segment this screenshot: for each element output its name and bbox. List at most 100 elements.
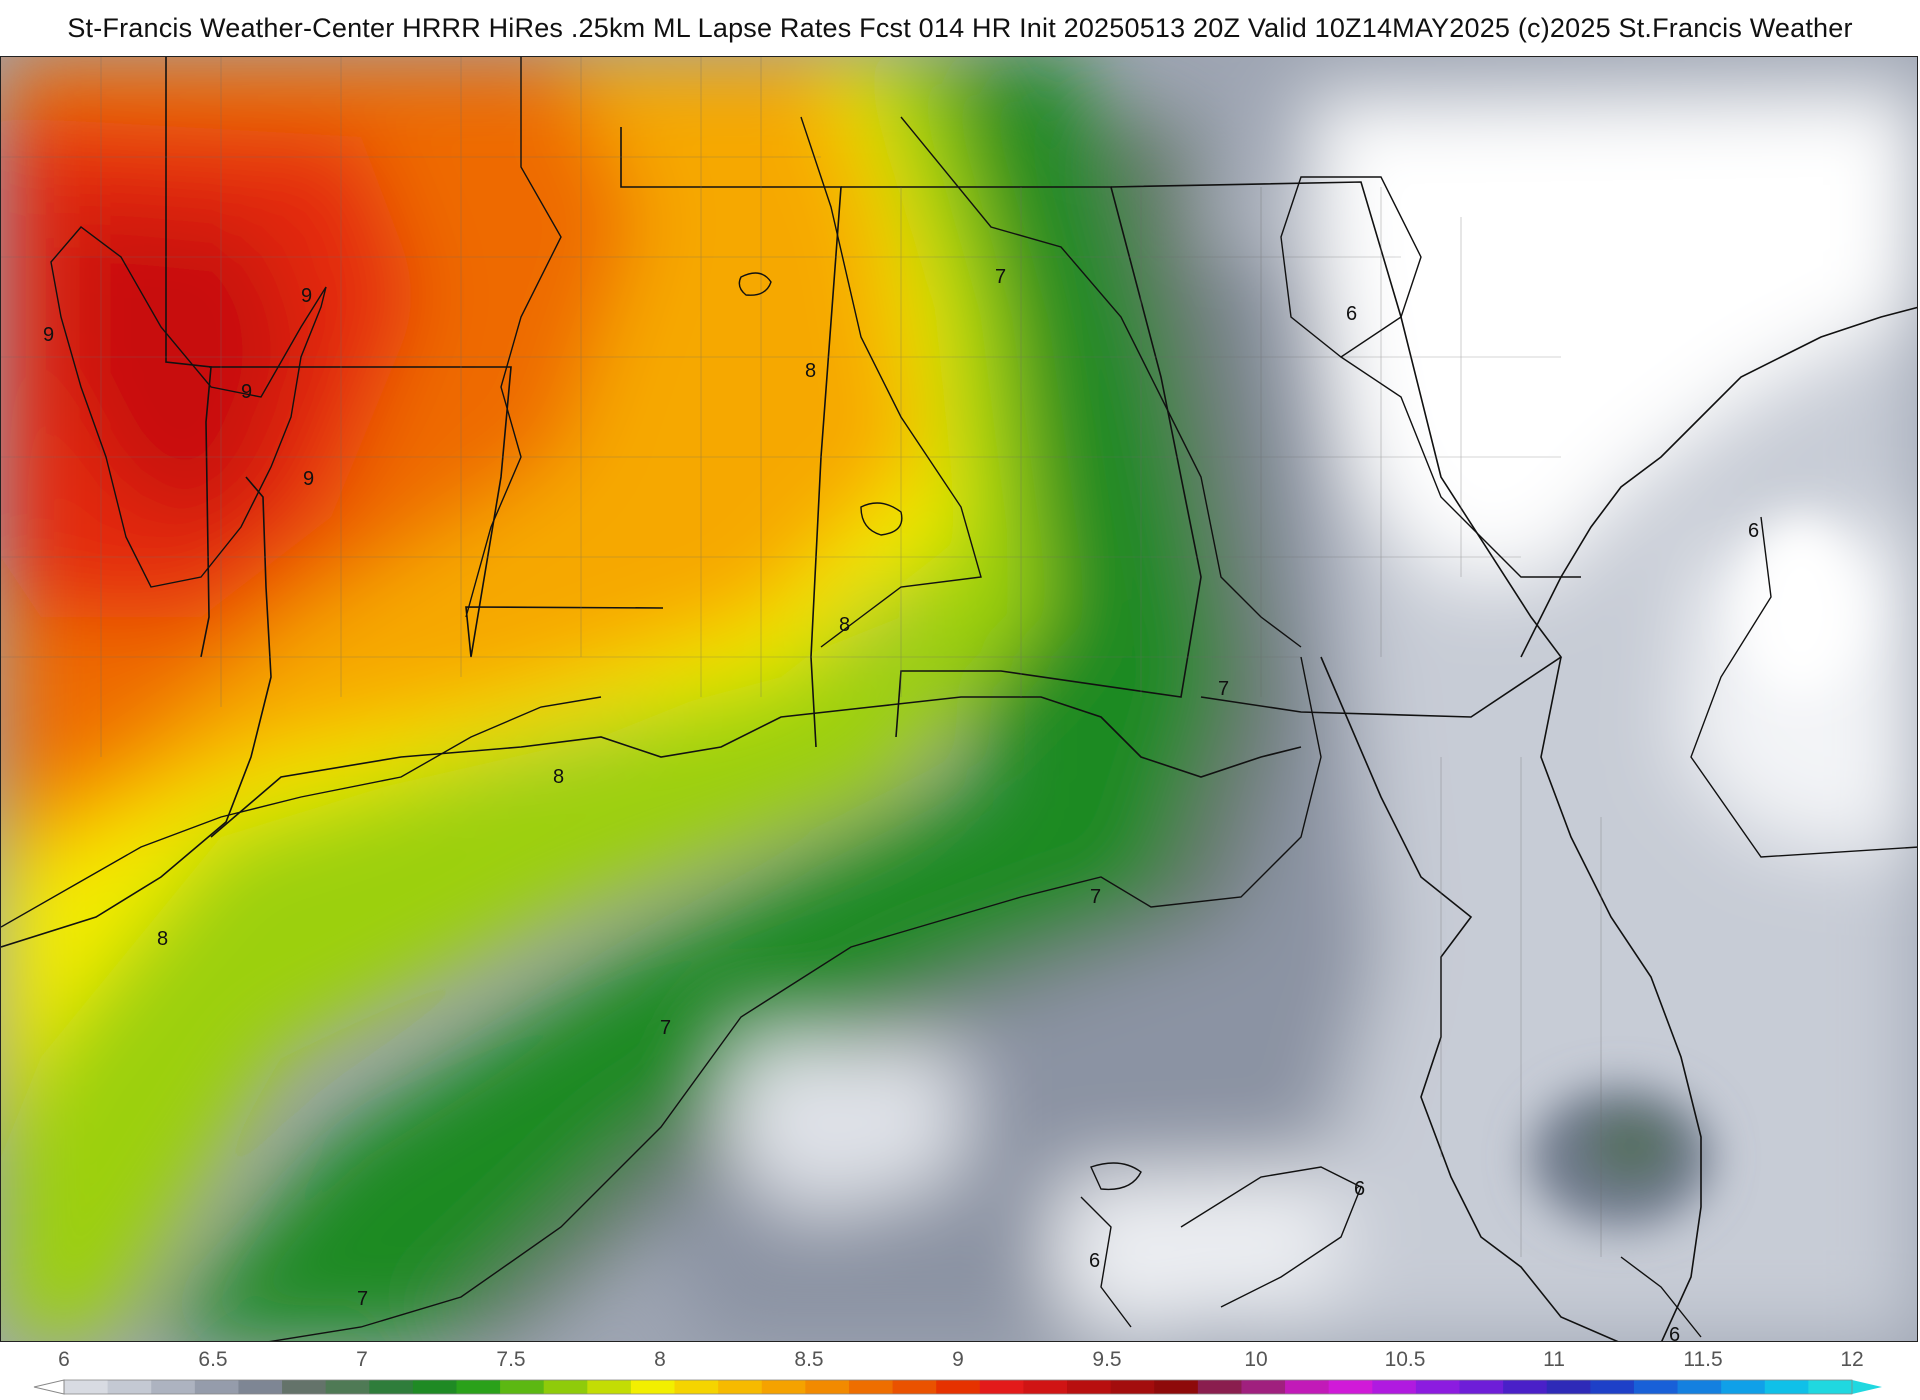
colorbar-swatch [1590, 1380, 1635, 1394]
colorbar-tick: 11 [1543, 1348, 1565, 1371]
colorbar-tick: 7.5 [496, 1348, 526, 1371]
colorbar-tick: 10.5 [1384, 1348, 1426, 1371]
colorbar-swatch [1285, 1380, 1330, 1394]
colorbar-tick: 6 [58, 1348, 70, 1371]
contour-8-north [465, 57, 562, 618]
colorbar-swatch [1110, 1380, 1155, 1394]
contour-6-atlantic [1690, 516, 1917, 858]
map-title: St-Francis Weather-Center HRRR HiRes .25… [67, 12, 1853, 43]
contour-8-central [800, 116, 982, 648]
colorbar-swatch [979, 1380, 1025, 1394]
colorbar-swatch [456, 1380, 501, 1394]
field-light-gulf [721, 1037, 961, 1217]
colorbar-swatch [1677, 1380, 1722, 1394]
colorbar-tick: 10 [1244, 1348, 1268, 1371]
colorbar-tick: 9 [952, 1348, 964, 1371]
contour-6-south-tip [1620, 1256, 1702, 1338]
colorbar-tick: 8 [654, 1348, 666, 1371]
colorbar-swatch [630, 1380, 676, 1394]
colorbar [33, 1379, 1882, 1395]
contour-label: 9 [43, 324, 54, 346]
alabama-border [841, 186, 1202, 738]
colorbar-swatch [1241, 1380, 1286, 1394]
contour-6-georgia [1280, 176, 1422, 358]
contour-8-south [1, 696, 602, 928]
atlantic-coast [1520, 306, 1917, 658]
colorbar-frame [63, 1379, 1853, 1395]
colorbar-swatch [64, 1380, 109, 1394]
state-borders [1, 57, 1917, 1341]
contour-label: 6 [1346, 303, 1357, 325]
colorbar-swatch [325, 1380, 370, 1394]
contour-lines [1, 57, 1917, 1341]
colorbar-swatch [1808, 1380, 1853, 1394]
colorbar-swatch [1328, 1380, 1373, 1394]
contour-7-gulf [269, 656, 1322, 1341]
contour-small-ms [738, 272, 772, 296]
colorbar-tick: 11.5 [1683, 1348, 1723, 1371]
colorbar-right-arrow [1852, 1380, 1882, 1394]
contour-label: 6 [1089, 1250, 1100, 1272]
colorbar-swatch [543, 1380, 588, 1394]
colorbar-tick: 6.5 [198, 1348, 228, 1371]
contour-label: 7 [1090, 886, 1101, 908]
colorbar-swatch [282, 1380, 327, 1394]
colorbar-swatch [500, 1380, 545, 1394]
oklahoma-arkansas-border [165, 57, 212, 658]
colorbar-swatch [151, 1380, 196, 1394]
contour-label: 7 [995, 266, 1006, 288]
colorbar-swatch [805, 1380, 850, 1394]
colorbar-swatch [1503, 1380, 1548, 1394]
map-frame: 9 9 9 9 8 8 8 8 7 7 7 7 7 6 6 6 6 6 [0, 56, 1918, 1342]
gulf-coast [210, 696, 1302, 838]
contour-6-gulf-east [1180, 1166, 1362, 1308]
mississippi-border [620, 127, 842, 748]
contour-label: 9 [241, 381, 252, 403]
colorbar-swatch [1197, 1380, 1243, 1394]
colorbar-swatch [1023, 1380, 1068, 1394]
contour-small-gulf [1090, 1162, 1142, 1191]
contour-label: 9 [303, 468, 314, 490]
contour-9-west [50, 226, 327, 588]
florida-coast [1320, 656, 1702, 1341]
colorbar-tick: 7 [356, 1348, 368, 1371]
contour-label: 8 [805, 360, 816, 382]
header: St-Francis Weather-Center HRRR HiRes .25… [0, 0, 1920, 56]
contour-label: 6 [1669, 1324, 1680, 1342]
colorbar-swatch [587, 1380, 632, 1394]
field-dark-red [61, 207, 301, 527]
contour-label: 7 [1218, 678, 1229, 700]
colorbar-swatch [1764, 1380, 1809, 1394]
contour-6-carolina [1340, 356, 1581, 578]
colorbar-swatch [1459, 1380, 1504, 1394]
county-grid [1, 57, 1602, 1257]
lapse-rate-map: 9 9 9 9 8 8 8 8 7 7 7 7 7 6 6 6 6 6 [1, 57, 1917, 1342]
colorbar-left-arrow [33, 1379, 65, 1395]
colorbar-tick: 9.5 [1092, 1348, 1122, 1371]
colorbar-swatch [1721, 1380, 1766, 1394]
contour-label: 9 [301, 285, 312, 307]
texas-border [1, 476, 272, 948]
colorbar-swatch [238, 1380, 283, 1394]
colorbar-swatch [1415, 1380, 1461, 1394]
colorbar-tick: 8.5 [794, 1348, 824, 1371]
contour-6-gulf-west [1080, 1196, 1132, 1328]
field-yellowgreen [1, 57, 1051, 1341]
georgia-border [1110, 181, 1563, 718]
colorbar-swatch [369, 1380, 414, 1394]
contour-label: 8 [553, 766, 564, 788]
contour-label: 7 [660, 1017, 671, 1039]
colorbar-swatch [1372, 1380, 1417, 1394]
colorbar-swatch [1546, 1380, 1591, 1394]
contour-label: 6 [1748, 520, 1759, 542]
contour-small-al [860, 502, 903, 536]
contour-label: 7 [357, 1288, 368, 1310]
colorbar-swatch [1067, 1380, 1112, 1394]
field-white-east [1301, 87, 1917, 577]
field-details [1531, 517, 1861, 1227]
contour-labels: 9 9 9 9 8 8 8 8 7 7 7 7 7 6 6 6 6 6 [43, 266, 1759, 1342]
colorbar-swatch [1633, 1380, 1679, 1394]
contour-label: 8 [157, 928, 168, 950]
field-blob-dark [1586, 1112, 1676, 1182]
colorbar-swatch [848, 1380, 894, 1394]
